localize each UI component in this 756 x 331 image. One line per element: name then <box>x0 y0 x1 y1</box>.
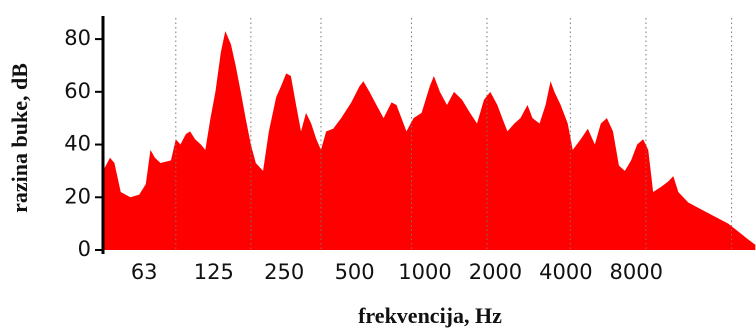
y-tick-label: 80 <box>64 26 91 50</box>
x-tick-label: 500 <box>335 260 375 284</box>
y-tick-label: 40 <box>64 132 91 156</box>
y-tick-label: 60 <box>64 79 91 103</box>
x-tick-label: 4000 <box>539 260 592 284</box>
x-tick-label: 2000 <box>469 260 522 284</box>
x-axis-title: frekvencija, Hz <box>358 303 502 328</box>
y-axis-title: razina buke, dB <box>7 63 32 213</box>
x-tick-label: 63 <box>131 260 158 284</box>
y-tick-label: 20 <box>64 184 91 208</box>
x-tick-label: 250 <box>264 260 304 284</box>
y-tick-label: 0 <box>78 237 91 261</box>
x-tick-label: 125 <box>194 260 234 284</box>
x-tick-label: 8000 <box>610 260 663 284</box>
area <box>103 31 756 250</box>
x-tick-label: 1000 <box>398 260 451 284</box>
